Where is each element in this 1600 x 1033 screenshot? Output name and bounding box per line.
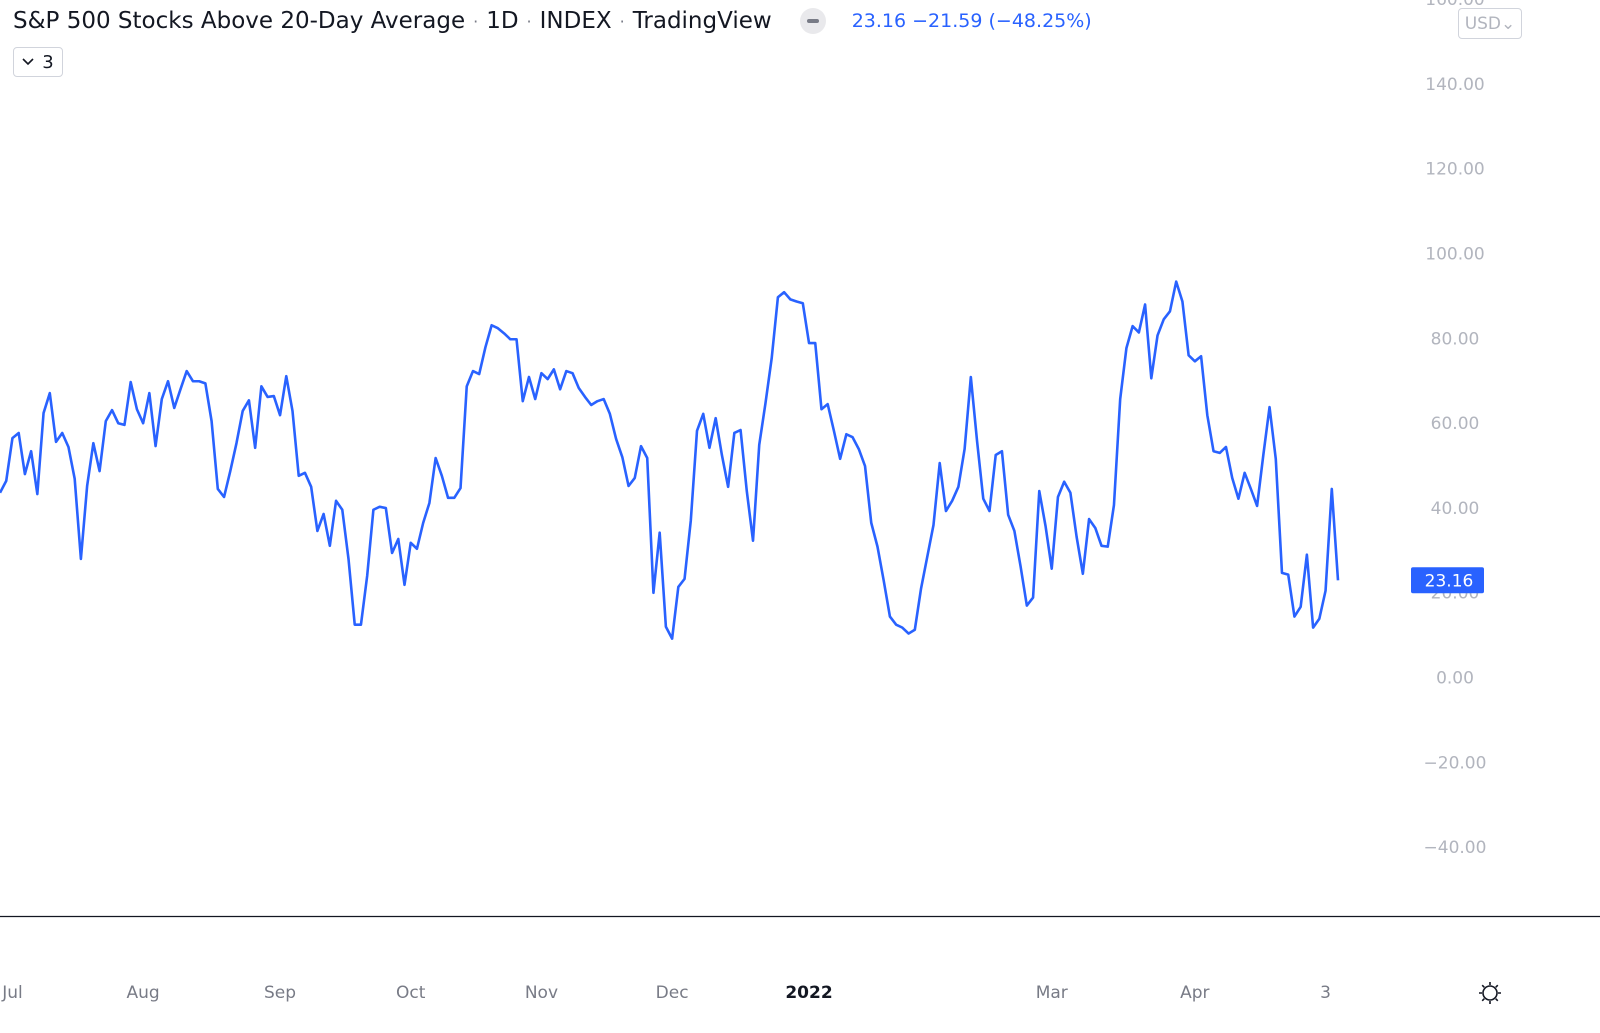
currency-button[interactable]: USD ⌄ [1458, 8, 1522, 39]
y-tick-label: 140.00 [1425, 75, 1484, 95]
y-tick-label: 80.00 [1431, 329, 1480, 349]
legend-header: S&P 500 Stocks Above 20-Day Average · 1D… [13, 8, 1092, 34]
last-value-badge [1411, 567, 1484, 594]
separator: · [473, 11, 479, 31]
currency: USD [1464, 13, 1502, 34]
indicator-count: 3 [42, 51, 54, 73]
last-price: 23.16 [851, 10, 907, 32]
price-change-pct: (−48.25%) [988, 10, 1092, 32]
y-tick-label: 120.00 [1425, 160, 1484, 180]
x-tick-label: Apr [1180, 983, 1209, 1003]
y-tick-label: 160.00 [1425, 0, 1484, 10]
exchange: INDEX [539, 8, 612, 34]
indicators-toggle[interactable]: 3 [13, 47, 63, 77]
price-change: −21.59 [912, 10, 983, 32]
settings-icon-rays [1479, 982, 1501, 1004]
settings-icon[interactable] [1479, 982, 1501, 1004]
status-pill[interactable] [799, 8, 826, 34]
currency-caret: ⌄ [1501, 13, 1516, 34]
symbol-title[interactable]: S&P 500 Stocks Above 20-Day Average [13, 8, 466, 34]
x-tick-label: Dec [656, 983, 689, 1003]
y-tick-label: 60.00 [1431, 414, 1480, 434]
x-tick-label: Aug [127, 983, 160, 1003]
separator: · [526, 11, 532, 31]
x-tick-label: 2022 [785, 983, 832, 1003]
x-tick-label: Sep [264, 983, 296, 1003]
y-tick-label: 0.00 [1436, 669, 1474, 689]
x-tick-label: Mar [1036, 983, 1068, 1003]
series-line [0, 280, 1340, 640]
x-tick-label: Oct [396, 983, 426, 1003]
x-tick-label: 3 [1320, 983, 1331, 1003]
interval[interactable]: 1D [486, 8, 519, 34]
chevron [22, 58, 34, 66]
settings-icon-circle [1482, 985, 1498, 1001]
quote: 23.16 −21.59 (−48.25%) [852, 10, 1092, 32]
y-tick-label: −20.00 [1424, 753, 1487, 773]
separator: · [619, 11, 625, 31]
x-tick-label: Jul [1, 983, 23, 1003]
last-value-label: 23.16 [1425, 571, 1474, 591]
y-tick-label: 40.00 [1431, 499, 1480, 519]
y-tick-label: −40.00 [1424, 838, 1487, 858]
chevron-path [22, 58, 34, 66]
x-tick-label: Nov [525, 983, 558, 1003]
source: TradingView [632, 8, 772, 34]
y-tick-label: 100.00 [1425, 244, 1484, 264]
